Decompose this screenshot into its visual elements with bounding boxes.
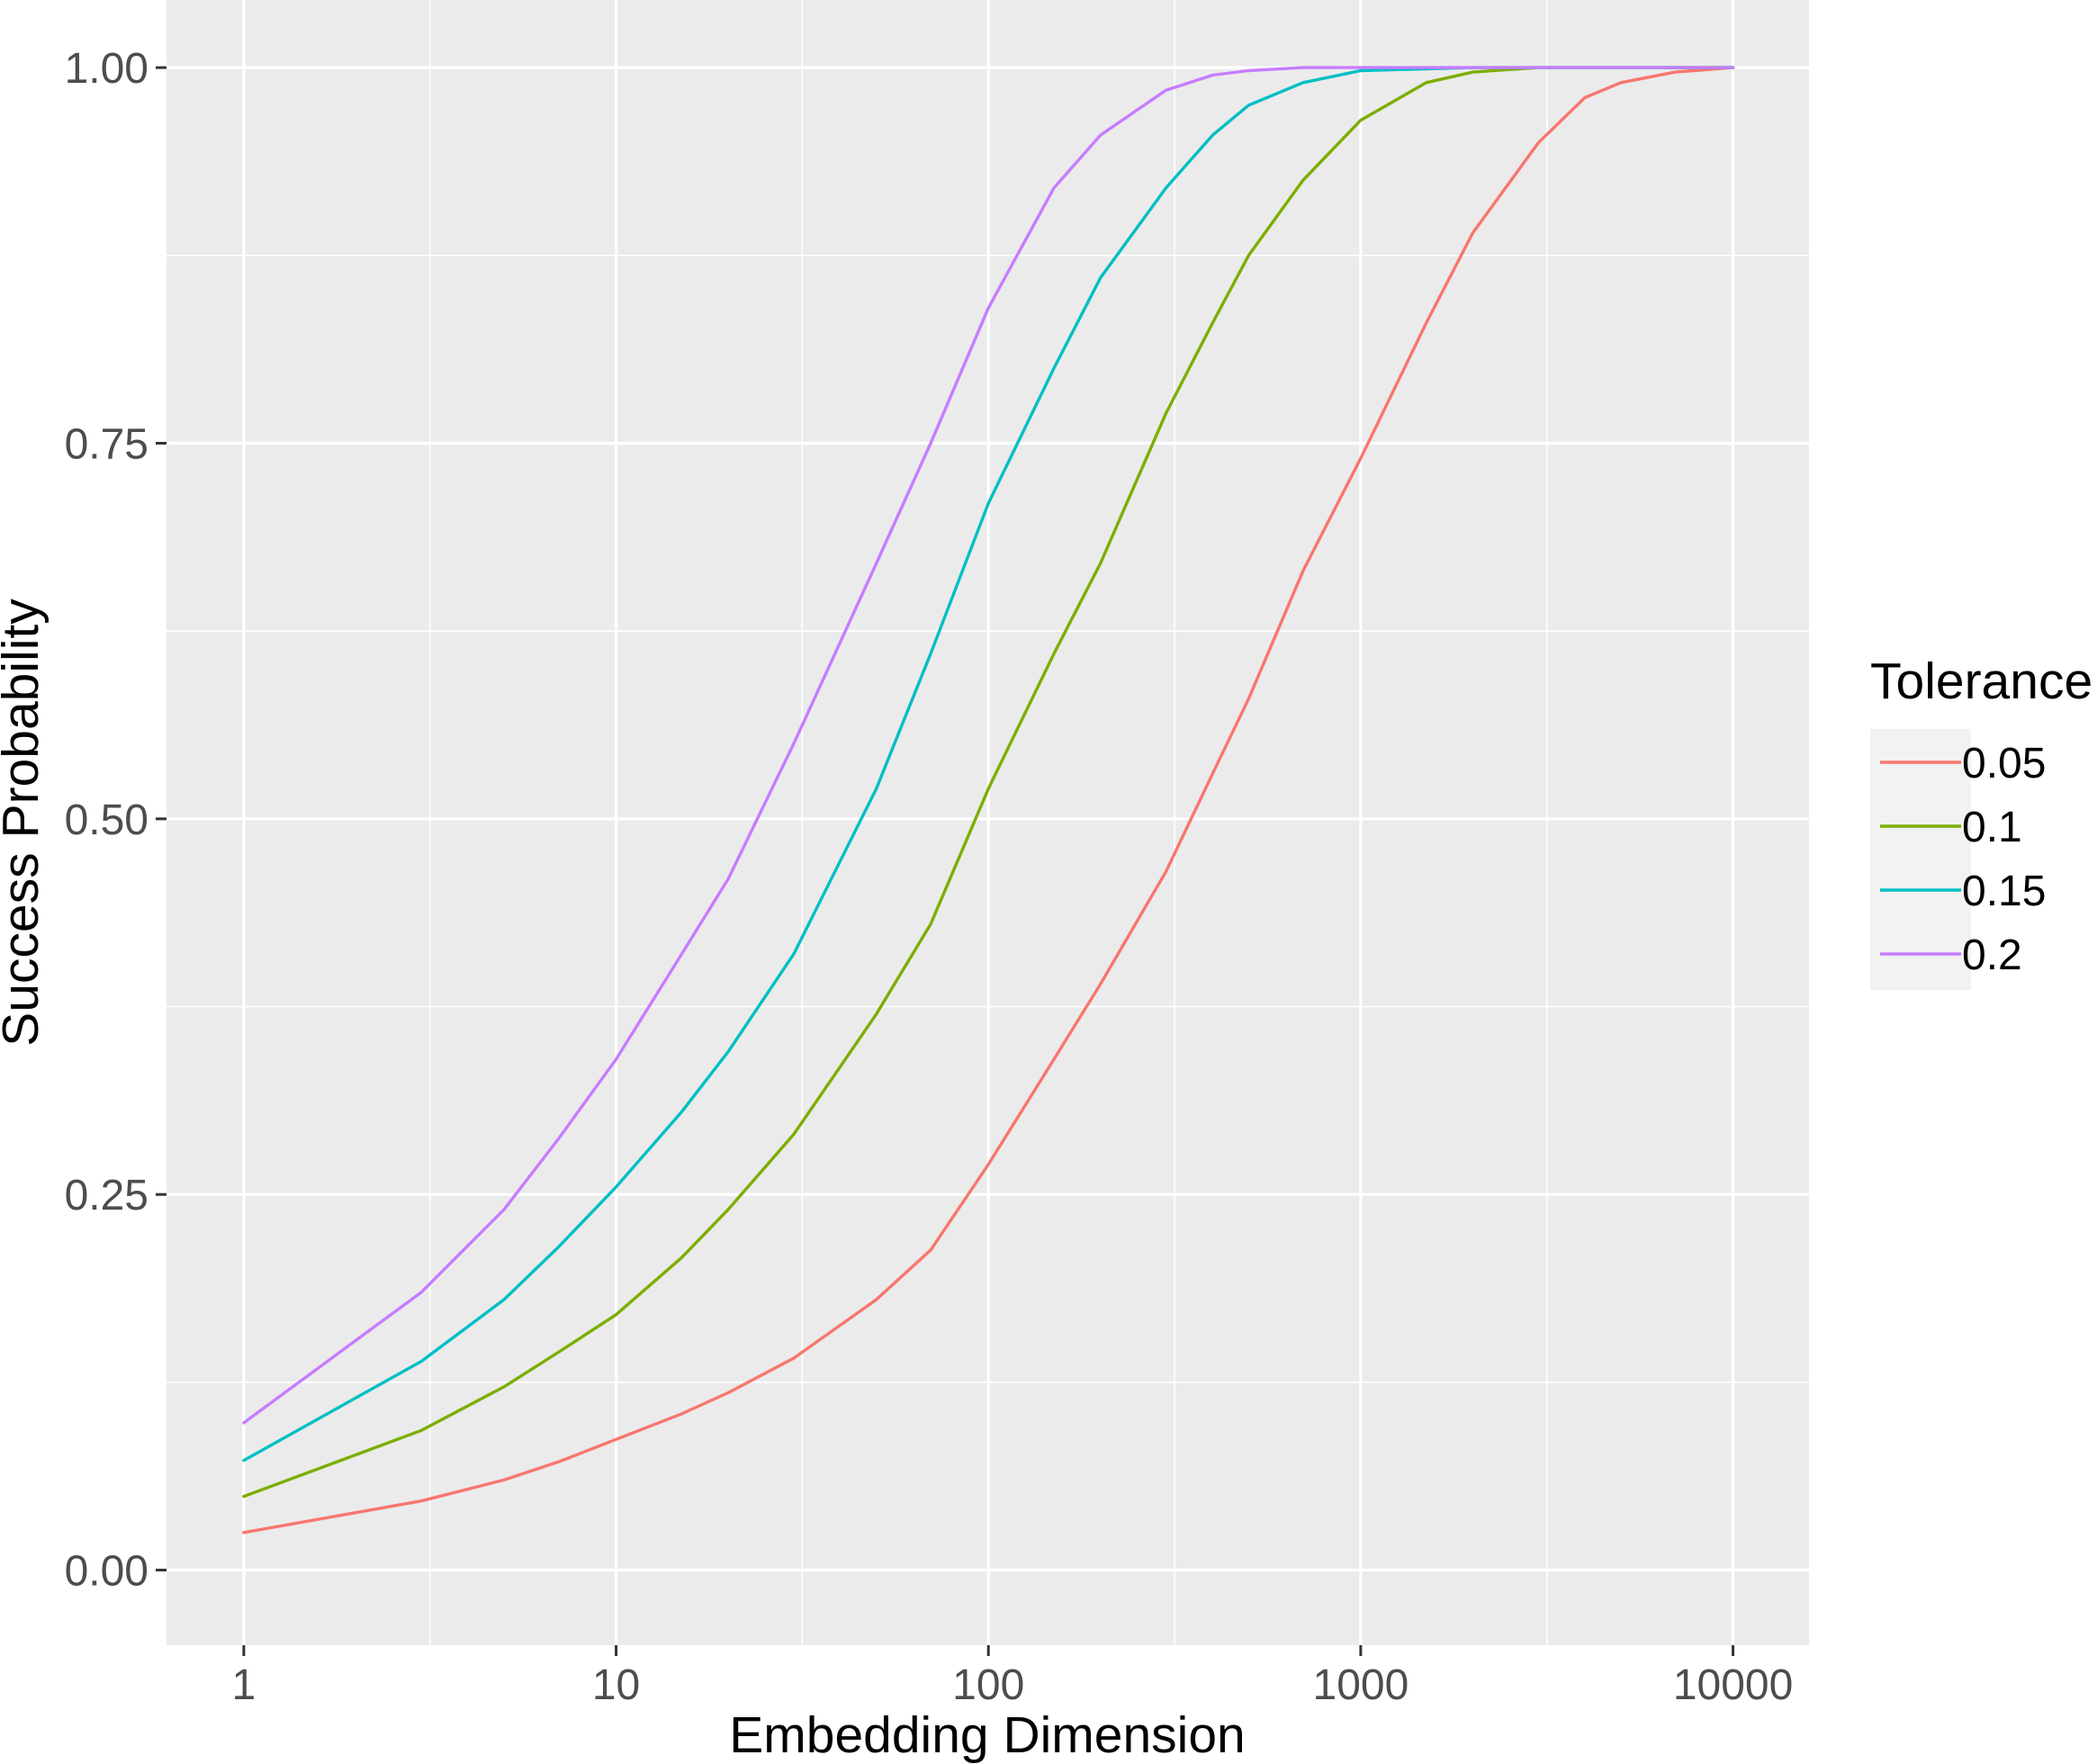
series-line-0-2 xyxy=(242,66,1735,1425)
x-tick-label: 10 xyxy=(592,1661,640,1709)
series-line-0-15 xyxy=(242,66,1735,1462)
legend-label: 0.2 xyxy=(1962,932,2022,979)
series-lines xyxy=(242,66,1735,1534)
y-tick-label: 0.50 xyxy=(65,796,148,844)
y-tick-label: 0.25 xyxy=(65,1172,148,1220)
legend-label: 0.15 xyxy=(1962,868,2046,915)
y-axis: 0.00 0.25 0.50 0.75 1.00 xyxy=(65,45,166,1596)
legend-label: 0.05 xyxy=(1962,740,2046,788)
x-tick-label: 1000 xyxy=(1313,1661,1409,1709)
x-axis-title: Embedding Dimension xyxy=(729,1706,1245,1764)
x-axis: 1 10 100 1000 10000 xyxy=(232,1645,1793,1709)
y-tick-label: 1.00 xyxy=(65,45,148,93)
series-line-0-1 xyxy=(242,66,1735,1498)
y-tick-label: 0.00 xyxy=(65,1548,148,1596)
x-tick-label: 100 xyxy=(952,1661,1024,1709)
legend-key-background xyxy=(1870,729,1971,990)
legend-items: 0.05 0.1 0.15 0.2 xyxy=(1880,740,2046,979)
x-tick-label: 10000 xyxy=(1673,1661,1793,1709)
series-line-0-05 xyxy=(242,66,1735,1534)
legend-title: Tolerance xyxy=(1870,652,2092,710)
legend: Tolerance 0.05 0.1 0.15 0.2 xyxy=(1870,652,2092,990)
y-axis-title: Success Probability xyxy=(0,598,50,1047)
x-tick-label: 1 xyxy=(232,1661,256,1709)
legend-label: 0.1 xyxy=(1962,804,2022,851)
major-gridlines xyxy=(166,0,1809,1645)
y-tick-label: 0.75 xyxy=(65,420,148,468)
